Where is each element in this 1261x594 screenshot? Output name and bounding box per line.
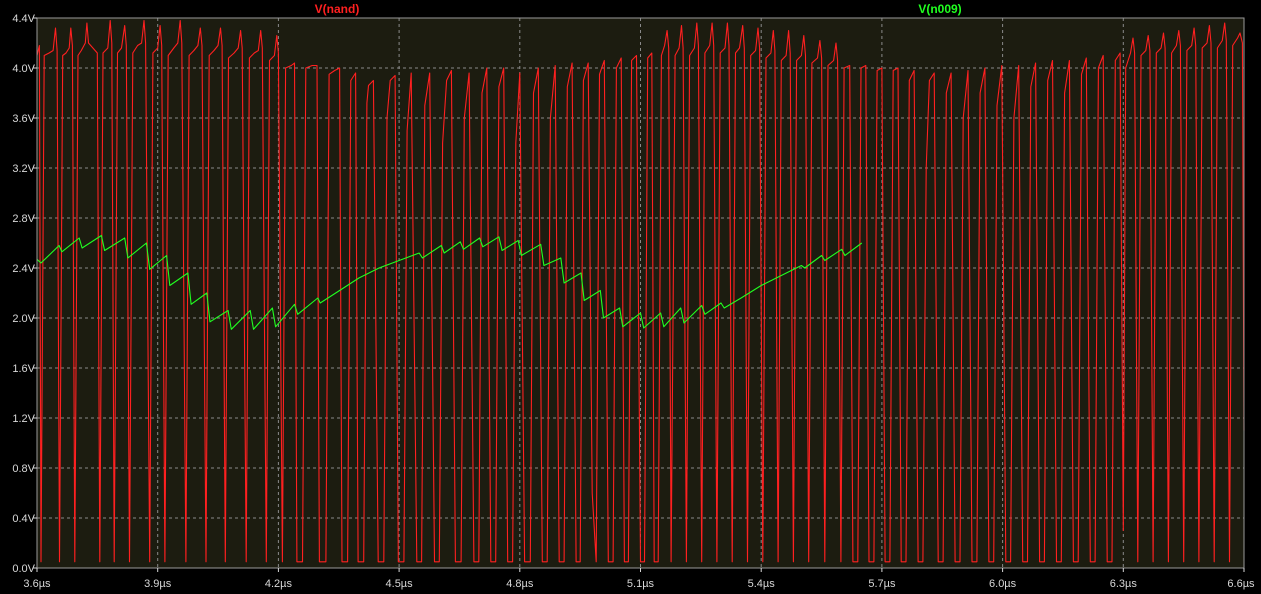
x-tick-label: 3.6µs	[23, 578, 51, 590]
x-tick-label: 5.4µs	[748, 578, 776, 590]
series-layer	[36, 19, 1245, 563]
y-tick-label: 1.2V	[12, 413, 35, 425]
x-tick-label: 4.8µs	[506, 578, 534, 590]
x-tick-label: 6.0µs	[989, 578, 1017, 590]
y-tick-label: 4.4V	[12, 13, 35, 25]
legend: V(nand) V(n009)	[315, 2, 962, 16]
y-tick-label: 0.4V	[12, 513, 35, 525]
x-tick-label: 6.6µs	[1227, 578, 1255, 590]
y-tick-label: 4.0V	[12, 63, 35, 75]
y-tick-label: 0.8V	[12, 463, 35, 475]
x-axis-ticks: 3.6µs 3.9µs 4.2µs 4.5µs 4.8µs 5.1µs 5.4µs 5.7µs…	[23, 568, 1255, 590]
y-tick-label: 3.2V	[12, 163, 35, 175]
series-line-v-n009	[36, 234, 863, 330]
y-tick-label: 2.8V	[12, 213, 35, 225]
y-tick-label: 3.6V	[12, 113, 35, 125]
y-tick-label: 2.0V	[12, 313, 35, 325]
y-tick-label: 1.6V	[12, 363, 35, 375]
y-tick-label: 0.0V	[12, 563, 35, 575]
legend-label-nand[interactable]: V(nand)	[315, 2, 360, 16]
x-tick-label: 6.3µs	[1110, 578, 1138, 590]
y-axis-ticks: 0.0V 0.4V 0.8V 1.2V 1.6V 2.0V 2.4V 2.8V 3.2V 3.6V…	[12, 13, 37, 575]
x-tick-label: 4.5µs	[386, 578, 414, 590]
series-line-v-nand	[36, 19, 1245, 563]
legend-label-n009[interactable]: V(n009)	[918, 2, 961, 16]
x-tick-label: 5.1µs	[627, 578, 655, 590]
y-tick-label: 2.4V	[12, 263, 35, 275]
x-tick-label: 4.2µs	[265, 578, 293, 590]
x-tick-label: 5.7µs	[868, 578, 896, 590]
x-tick-label: 3.9µs	[144, 578, 172, 590]
